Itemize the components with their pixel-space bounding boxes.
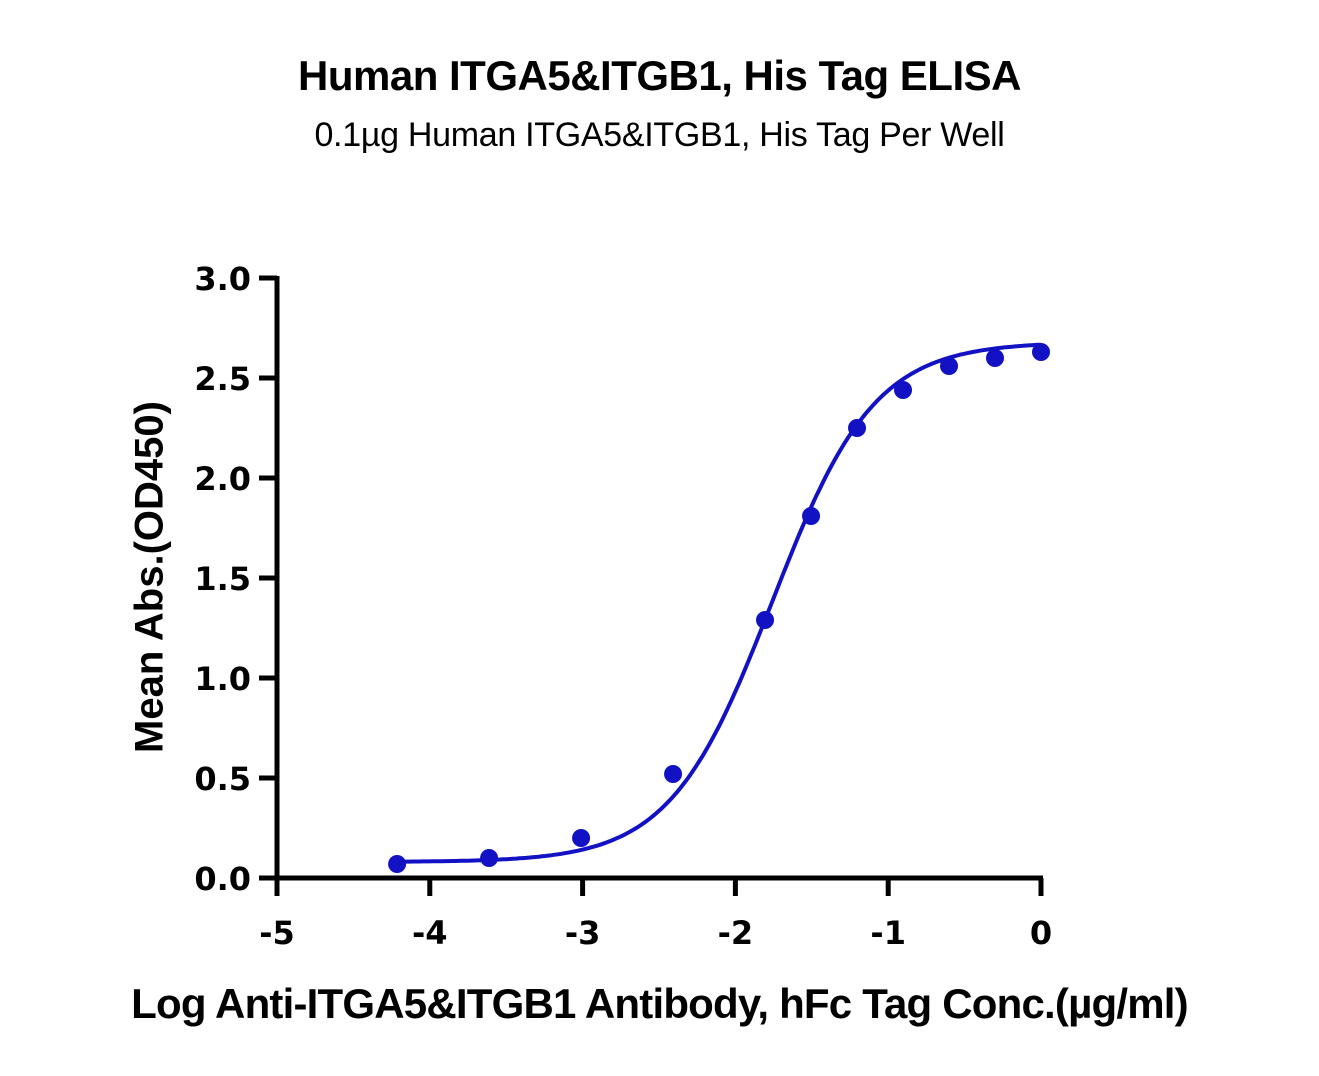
fit-curve xyxy=(397,342,1042,864)
y-tick-label: 0.0 xyxy=(194,860,251,898)
data-point xyxy=(940,357,959,375)
data-point xyxy=(572,829,591,847)
y-tick-label: 2.0 xyxy=(194,460,251,498)
x-axis-label: Log Anti-ITGA5&ITGB1 Antibody, hFc Tag C… xyxy=(131,980,1188,1027)
x-tick-label: -3 xyxy=(565,914,601,952)
y-tick-label: 1.5 xyxy=(194,560,251,598)
x-tick-label: 0 xyxy=(1030,914,1052,952)
data-point xyxy=(756,611,775,629)
chart-subtitle: 0.1µg Human ITGA5&ITGB1, His Tag Per Wel… xyxy=(314,116,1005,154)
x-tick-label: -5 xyxy=(259,914,295,952)
data-point xyxy=(1032,343,1050,361)
y-tick-label: 2.5 xyxy=(194,360,251,398)
data-point xyxy=(802,507,821,525)
data-point xyxy=(986,349,1005,367)
x-tick-label: -4 xyxy=(412,914,448,952)
data-point xyxy=(480,849,499,867)
y-tick-label: 0.5 xyxy=(194,760,251,798)
chart-title: Human ITGA5&ITGB1, His Tag ELISA xyxy=(298,52,1021,99)
x-tick-label: -2 xyxy=(718,914,754,952)
fit-line xyxy=(397,342,1042,864)
data-point xyxy=(894,381,913,399)
y-tick-label: 3.0 xyxy=(194,260,251,298)
y-tick-label: 1.0 xyxy=(194,660,251,698)
data-point xyxy=(664,765,683,783)
data-point xyxy=(388,855,407,873)
data-points xyxy=(388,343,1050,873)
x-tick-label: -1 xyxy=(870,914,906,952)
axes: 0.0 0.5 1.0 1.5 2.0 2.5 3.0 -5 -4 -3 -2 -1 0 xyxy=(194,260,1052,952)
data-point xyxy=(848,419,867,437)
